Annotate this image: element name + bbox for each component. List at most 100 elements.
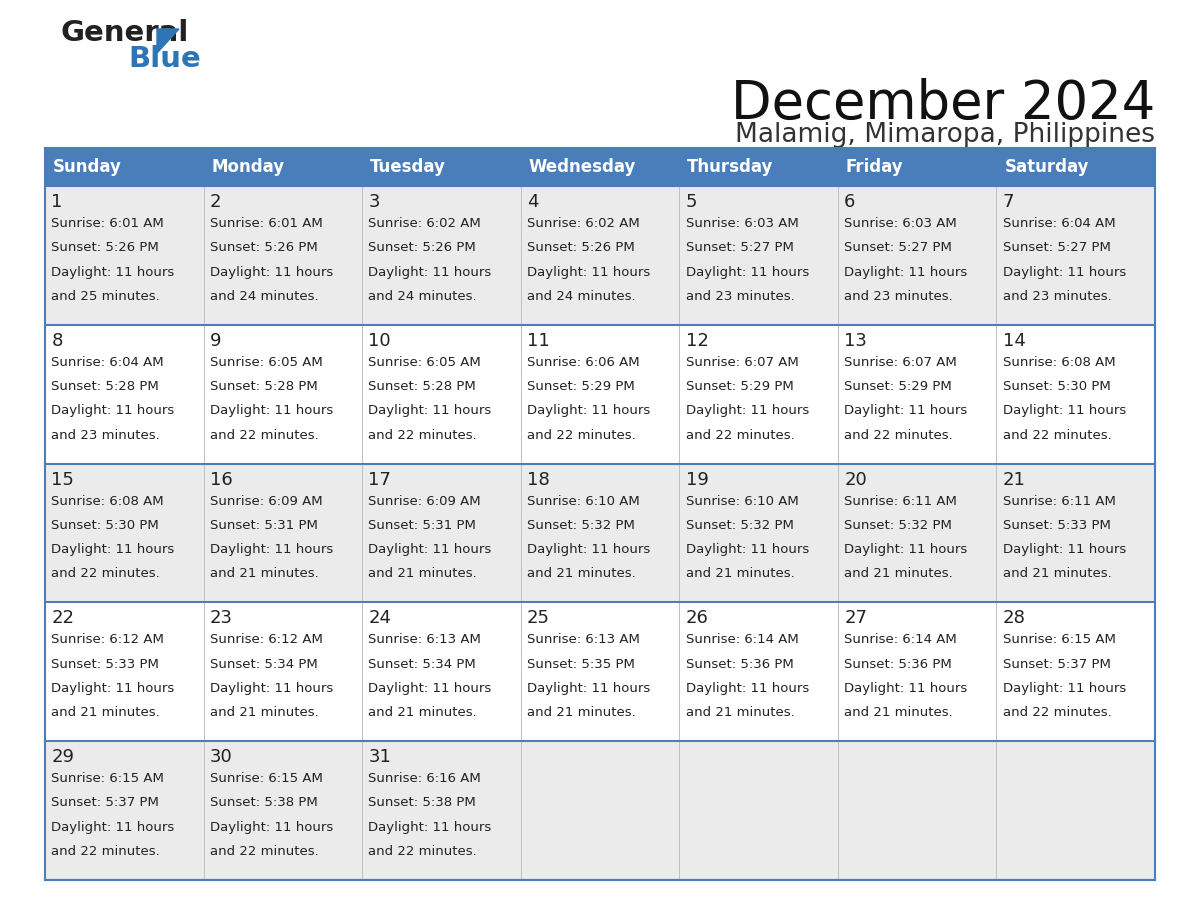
- Text: Daylight: 11 hours: Daylight: 11 hours: [527, 682, 650, 695]
- Text: 13: 13: [845, 331, 867, 350]
- Text: Daylight: 11 hours: Daylight: 11 hours: [1003, 265, 1126, 278]
- Text: Sunset: 5:37 PM: Sunset: 5:37 PM: [1003, 657, 1111, 671]
- Text: Sunset: 5:33 PM: Sunset: 5:33 PM: [51, 657, 159, 671]
- Bar: [45, 325, 1155, 464]
- Text: 16: 16: [210, 471, 233, 488]
- Text: 1: 1: [51, 193, 63, 211]
- Text: Wednesday: Wednesday: [529, 158, 636, 176]
- Text: Sunrise: 6:01 AM: Sunrise: 6:01 AM: [210, 217, 323, 230]
- Text: Sunrise: 6:04 AM: Sunrise: 6:04 AM: [1003, 217, 1116, 230]
- Text: and 22 minutes.: and 22 minutes.: [368, 845, 478, 858]
- Text: 11: 11: [527, 331, 550, 350]
- Text: Thursday: Thursday: [687, 158, 773, 176]
- Text: and 21 minutes.: and 21 minutes.: [368, 706, 478, 720]
- Text: Sunrise: 6:04 AM: Sunrise: 6:04 AM: [51, 356, 164, 369]
- Text: 4: 4: [527, 193, 538, 211]
- Text: Sunset: 5:38 PM: Sunset: 5:38 PM: [368, 797, 476, 810]
- Text: and 21 minutes.: and 21 minutes.: [51, 706, 160, 720]
- Text: and 21 minutes.: and 21 minutes.: [685, 706, 795, 720]
- Text: Sunrise: 6:09 AM: Sunrise: 6:09 AM: [210, 495, 322, 508]
- Text: Daylight: 11 hours: Daylight: 11 hours: [368, 543, 492, 556]
- Text: General: General: [61, 19, 189, 47]
- Text: Sunset: 5:29 PM: Sunset: 5:29 PM: [685, 380, 794, 393]
- Text: Sunrise: 6:10 AM: Sunrise: 6:10 AM: [685, 495, 798, 508]
- Text: 22: 22: [51, 610, 75, 627]
- Text: Daylight: 11 hours: Daylight: 11 hours: [685, 265, 809, 278]
- Text: and 22 minutes.: and 22 minutes.: [51, 567, 160, 580]
- Text: and 22 minutes.: and 22 minutes.: [368, 429, 478, 442]
- Text: 15: 15: [51, 471, 74, 488]
- Text: 21: 21: [1003, 471, 1025, 488]
- Text: and 21 minutes.: and 21 minutes.: [210, 706, 318, 720]
- Text: Sunset: 5:34 PM: Sunset: 5:34 PM: [368, 657, 476, 671]
- Text: Sunrise: 6:07 AM: Sunrise: 6:07 AM: [845, 356, 958, 369]
- Text: Sunset: 5:27 PM: Sunset: 5:27 PM: [685, 241, 794, 254]
- Text: Daylight: 11 hours: Daylight: 11 hours: [51, 405, 175, 418]
- Text: Sunrise: 6:07 AM: Sunrise: 6:07 AM: [685, 356, 798, 369]
- Text: Daylight: 11 hours: Daylight: 11 hours: [368, 821, 492, 834]
- Text: 27: 27: [845, 610, 867, 627]
- Bar: [45, 464, 1155, 602]
- Text: Sunset: 5:36 PM: Sunset: 5:36 PM: [685, 657, 794, 671]
- Bar: [45, 741, 1155, 880]
- Text: Daylight: 11 hours: Daylight: 11 hours: [210, 682, 333, 695]
- Bar: [45, 186, 1155, 325]
- Text: Saturday: Saturday: [1004, 158, 1089, 176]
- Text: and 22 minutes.: and 22 minutes.: [527, 429, 636, 442]
- Text: and 22 minutes.: and 22 minutes.: [845, 429, 953, 442]
- Text: Sunset: 5:30 PM: Sunset: 5:30 PM: [51, 519, 159, 532]
- Text: Sunrise: 6:08 AM: Sunrise: 6:08 AM: [51, 495, 164, 508]
- Text: Sunset: 5:31 PM: Sunset: 5:31 PM: [210, 519, 317, 532]
- Text: 7: 7: [1003, 193, 1015, 211]
- Text: Sunset: 5:27 PM: Sunset: 5:27 PM: [1003, 241, 1111, 254]
- Text: Daylight: 11 hours: Daylight: 11 hours: [1003, 405, 1126, 418]
- Text: Daylight: 11 hours: Daylight: 11 hours: [845, 265, 967, 278]
- Text: Sunset: 5:32 PM: Sunset: 5:32 PM: [527, 519, 634, 532]
- Text: Tuesday: Tuesday: [371, 158, 446, 176]
- Text: Daylight: 11 hours: Daylight: 11 hours: [845, 682, 967, 695]
- Text: Sunrise: 6:12 AM: Sunrise: 6:12 AM: [210, 633, 323, 646]
- Text: Sunrise: 6:13 AM: Sunrise: 6:13 AM: [368, 633, 481, 646]
- Text: 29: 29: [51, 748, 75, 767]
- Text: and 22 minutes.: and 22 minutes.: [210, 845, 318, 858]
- Text: and 22 minutes.: and 22 minutes.: [685, 429, 795, 442]
- Text: Daylight: 11 hours: Daylight: 11 hours: [845, 405, 967, 418]
- Text: and 23 minutes.: and 23 minutes.: [1003, 290, 1112, 303]
- Text: 20: 20: [845, 471, 867, 488]
- Text: and 21 minutes.: and 21 minutes.: [210, 567, 318, 580]
- Text: Sunset: 5:28 PM: Sunset: 5:28 PM: [210, 380, 317, 393]
- Text: Daylight: 11 hours: Daylight: 11 hours: [51, 821, 175, 834]
- Text: Sunset: 5:30 PM: Sunset: 5:30 PM: [1003, 380, 1111, 393]
- Text: Sunrise: 6:15 AM: Sunrise: 6:15 AM: [1003, 633, 1116, 646]
- Text: Sunrise: 6:15 AM: Sunrise: 6:15 AM: [51, 772, 164, 785]
- Text: 23: 23: [210, 610, 233, 627]
- Text: and 24 minutes.: and 24 minutes.: [368, 290, 478, 303]
- Bar: [45, 148, 1155, 186]
- Text: 12: 12: [685, 331, 708, 350]
- Text: and 21 minutes.: and 21 minutes.: [527, 706, 636, 720]
- Text: Sunrise: 6:03 AM: Sunrise: 6:03 AM: [685, 217, 798, 230]
- Text: Sunset: 5:26 PM: Sunset: 5:26 PM: [51, 241, 159, 254]
- Text: Sunset: 5:28 PM: Sunset: 5:28 PM: [368, 380, 476, 393]
- Text: Sunrise: 6:03 AM: Sunrise: 6:03 AM: [845, 217, 958, 230]
- Text: Sunrise: 6:06 AM: Sunrise: 6:06 AM: [527, 356, 639, 369]
- Text: Sunset: 5:29 PM: Sunset: 5:29 PM: [527, 380, 634, 393]
- Text: Daylight: 11 hours: Daylight: 11 hours: [51, 543, 175, 556]
- Text: Malamig, Mimaropa, Philippines: Malamig, Mimaropa, Philippines: [735, 122, 1155, 148]
- Text: Daylight: 11 hours: Daylight: 11 hours: [685, 405, 809, 418]
- Text: 5: 5: [685, 193, 697, 211]
- Text: Sunrise: 6:05 AM: Sunrise: 6:05 AM: [210, 356, 323, 369]
- Text: and 22 minutes.: and 22 minutes.: [1003, 706, 1112, 720]
- Text: Daylight: 11 hours: Daylight: 11 hours: [210, 405, 333, 418]
- Text: Sunrise: 6:02 AM: Sunrise: 6:02 AM: [368, 217, 481, 230]
- Text: Monday: Monday: [211, 158, 285, 176]
- Text: 26: 26: [685, 610, 708, 627]
- Text: Daylight: 11 hours: Daylight: 11 hours: [368, 682, 492, 695]
- Text: Blue: Blue: [128, 45, 201, 73]
- Text: Sunset: 5:29 PM: Sunset: 5:29 PM: [845, 380, 952, 393]
- Text: 3: 3: [368, 193, 380, 211]
- Bar: [45, 602, 1155, 741]
- Text: Sunrise: 6:16 AM: Sunrise: 6:16 AM: [368, 772, 481, 785]
- Text: 24: 24: [368, 610, 392, 627]
- Text: Sunset: 5:34 PM: Sunset: 5:34 PM: [210, 657, 317, 671]
